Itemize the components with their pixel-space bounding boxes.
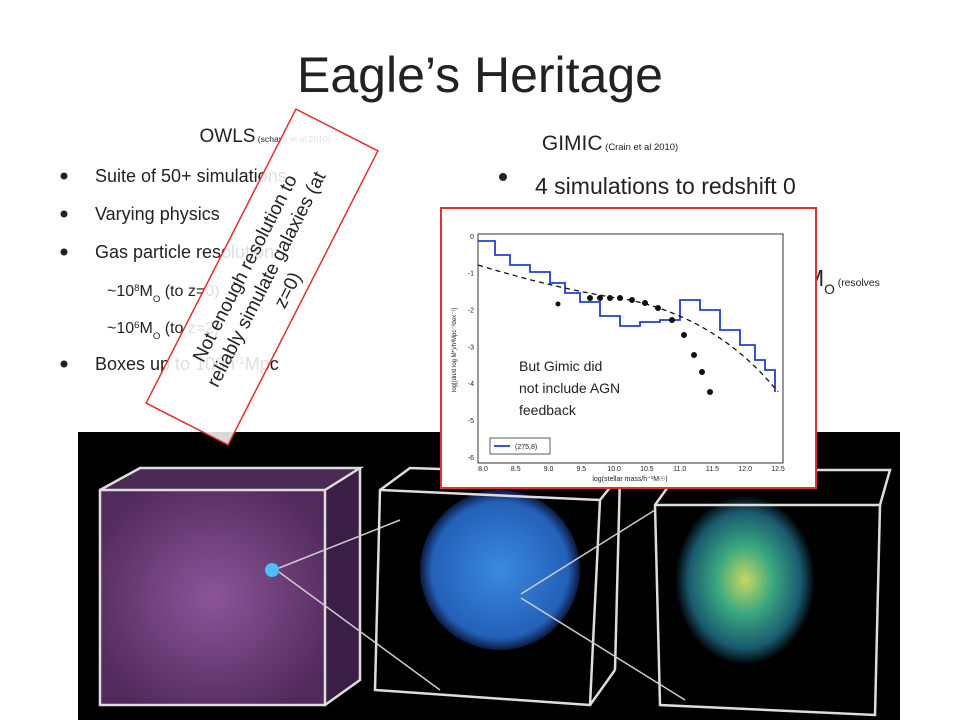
y-tick-label: -5 bbox=[468, 418, 474, 425]
x-axis-label: log(stellar mass/h⁻¹M☉) bbox=[592, 476, 667, 483]
bullet bbox=[60, 360, 68, 368]
text-run: Suite of 50+ simulations bbox=[95, 166, 287, 186]
bullet bbox=[60, 210, 68, 218]
text-run: O bbox=[824, 282, 835, 297]
y-tick-label: 0 bbox=[470, 234, 474, 241]
text-line: Suite of 50+ simulations bbox=[95, 166, 287, 186]
text-line: GIMIC (Crain et al 2010) bbox=[542, 132, 678, 155]
text-run: ~10 bbox=[107, 283, 134, 300]
x-tick-label: 8.0 bbox=[478, 466, 488, 473]
x-tick-label: 10.5 bbox=[640, 466, 654, 473]
x-tick-label: 11.0 bbox=[673, 466, 686, 473]
y-tick-label: -6 bbox=[468, 455, 474, 462]
x-tick-label: 12.5 bbox=[771, 466, 785, 473]
y-tick-label: -4 bbox=[468, 381, 474, 388]
text-run: ~10 bbox=[107, 320, 134, 337]
text-run: M bbox=[139, 320, 152, 337]
x-tick-label: 9.0 bbox=[544, 466, 554, 473]
slide-title: Eagle’s Heritage bbox=[297, 47, 663, 103]
x-tick-label: 9.5 bbox=[576, 466, 586, 473]
y-tick-label: -1 bbox=[468, 271, 474, 278]
text-run: O bbox=[153, 294, 160, 305]
x-tick-label: 8.5 bbox=[511, 466, 521, 473]
text-run: M bbox=[139, 283, 152, 300]
y-tick-label: -2 bbox=[468, 308, 474, 315]
y-tick-label: -3 bbox=[468, 344, 474, 351]
x-tick-label: 12.0 bbox=[738, 466, 752, 473]
text-run: O bbox=[153, 331, 160, 342]
text-line: Varying physics bbox=[95, 204, 220, 224]
text-run: Varying physics bbox=[95, 204, 220, 224]
y-axis-label: log[(dn/d log M*)/h³Mpc⁻³dex⁻¹] bbox=[452, 308, 458, 392]
right-column: GIMIC (Crain et al 2010) 4 simulations to… bbox=[499, 132, 880, 297]
legend-label: (275,8) bbox=[515, 444, 537, 451]
text-run: OWLS bbox=[199, 126, 255, 147]
inset-note: feedback bbox=[519, 402, 577, 418]
inset-note: not include AGN bbox=[519, 380, 620, 396]
text-run: (resolves bbox=[835, 278, 880, 289]
text-run: 4 simulations to redshift 0 bbox=[535, 173, 796, 199]
text-line: 4 simulations to redshift 0 bbox=[535, 173, 796, 199]
bullet bbox=[60, 248, 68, 256]
text-run: 6 bbox=[134, 320, 139, 331]
x-tick-label: 10.0 bbox=[607, 466, 621, 473]
text-run: GIMIC bbox=[542, 132, 603, 155]
x-tick-label: 11.5 bbox=[706, 466, 719, 473]
bullet bbox=[499, 173, 507, 181]
text-run: (Crain et al 2010) bbox=[603, 142, 679, 153]
text-run: 8 bbox=[134, 283, 139, 294]
inset-note: But Gimic did bbox=[519, 358, 602, 374]
inset-plot: 0 -1 -2 -3 -4 -5 -6 8.0 8.5 9.0 9.5 10.0 10.5 11.0 11.… bbox=[440, 207, 817, 489]
bullet bbox=[60, 172, 68, 180]
